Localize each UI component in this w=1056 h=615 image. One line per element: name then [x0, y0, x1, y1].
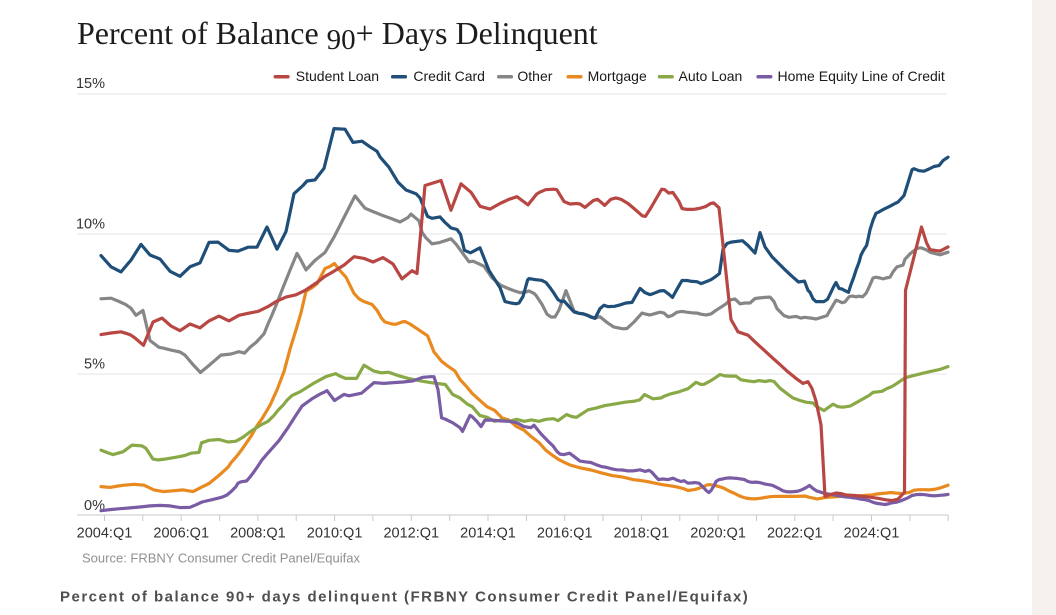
svg-text:2010:Q1: 2010:Q1: [307, 526, 363, 542]
svg-text:2006:Q1: 2006:Q1: [153, 526, 209, 542]
svg-text:2018:Q1: 2018:Q1: [614, 526, 670, 542]
svg-text:Source: FRBNY Consumer Credit: Source: FRBNY Consumer Credit Panel/Equi…: [82, 551, 360, 566]
svg-text:Student Loan: Student Loan: [296, 68, 379, 84]
svg-text:2022:Q1: 2022:Q1: [767, 526, 823, 542]
svg-text:Mortgage: Mortgage: [588, 68, 647, 84]
svg-text:Credit Card: Credit Card: [413, 68, 485, 84]
svg-text:Other: Other: [517, 68, 552, 84]
svg-text:2014:Q1: 2014:Q1: [460, 526, 516, 542]
svg-text:5%: 5%: [84, 357, 105, 373]
svg-text:Percent of balance 90+ days de: Percent of balance 90+ days delinquent (…: [60, 589, 749, 606]
svg-text:Auto Loan: Auto Loan: [679, 68, 743, 84]
svg-text:2012:Q1: 2012:Q1: [383, 526, 439, 542]
svg-text:2008:Q1: 2008:Q1: [230, 526, 286, 542]
svg-text:2016:Q1: 2016:Q1: [537, 526, 593, 542]
svg-text:2024:Q1: 2024:Q1: [844, 526, 900, 542]
svg-text:10%: 10%: [76, 217, 105, 233]
svg-text:2020:Q1: 2020:Q1: [690, 526, 746, 542]
svg-text:Home Equity Line of Credit: Home Equity Line of Credit: [778, 68, 945, 84]
svg-text:15%: 15%: [76, 76, 105, 92]
svg-text:2004:Q1: 2004:Q1: [77, 526, 133, 542]
